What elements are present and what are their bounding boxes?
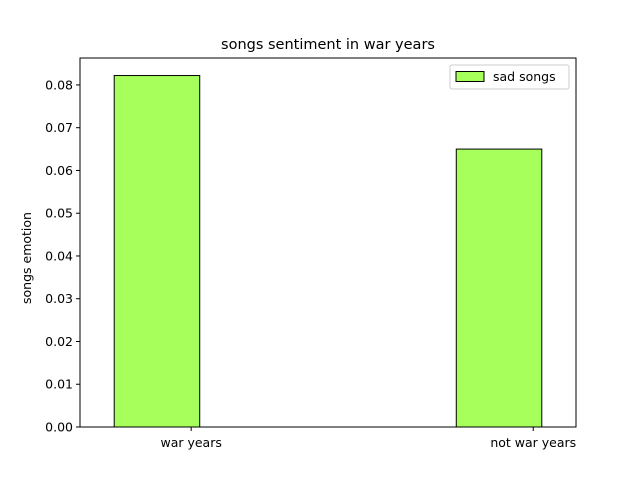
chart-title: songs sentiment in war years (221, 37, 435, 53)
legend-label: sad songs (493, 69, 556, 84)
y-tick-label: 0.08 (45, 77, 73, 92)
legend: sad songs (449, 64, 570, 90)
y-tick-label: 0.07 (45, 120, 73, 135)
y-axis-ticks: 0.00 0.01 0.02 0.03 0.04 0.05 0.06 0.07 0.08 (45, 77, 80, 435)
y-tick-label: 0.04 (45, 248, 73, 263)
y-tick-label: 0.03 (45, 291, 73, 306)
y-tick-label: 0.00 (45, 420, 73, 435)
y-tick-label: 0.02 (45, 334, 73, 349)
y-tick-label: 0.01 (45, 377, 73, 392)
legend-swatch (455, 71, 485, 82)
y-tick-label: 0.05 (45, 206, 73, 221)
bar (455, 148, 543, 428)
x-tick-label: not war years (490, 435, 576, 450)
bar-group (113, 75, 543, 428)
x-tick-label: war years (160, 435, 221, 450)
x-axis-ticks: war years not war years (160, 427, 576, 450)
y-tick-label: 0.06 (45, 163, 73, 178)
plot-frame (79, 57, 577, 428)
y-axis-label: songs emotion (19, 212, 34, 304)
bar (113, 75, 201, 428)
